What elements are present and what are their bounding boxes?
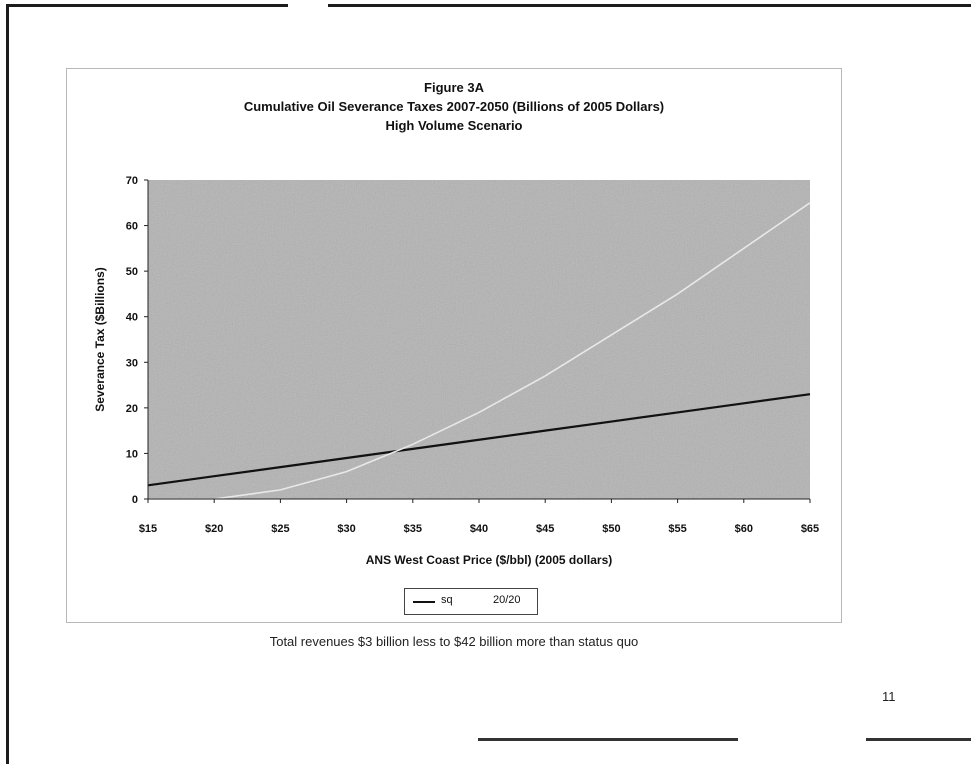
caption: Total revenues $3 billion less to $42 bi… xyxy=(269,634,639,649)
y-tick-label: 40 xyxy=(126,312,138,324)
bottom-rule xyxy=(478,738,738,741)
x-axis-label: ANS West Coast Price ($/bbl) (2005 dolla… xyxy=(366,553,613,567)
y-axis-label: Severance Tax ($Billions) xyxy=(93,267,107,412)
y-tick-label: 10 xyxy=(126,448,138,460)
y-tick-label: 50 xyxy=(126,266,138,278)
slide-frame xyxy=(6,4,971,764)
series-line-sq xyxy=(147,393,811,487)
legend: sq 20/20 xyxy=(404,588,538,615)
x-tick-label: $50 xyxy=(602,523,620,535)
chart-subtitle: Cumulative Oil Severance Taxes 2007-2050… xyxy=(243,99,665,114)
x-tick-label: $25 xyxy=(271,523,289,535)
chart-title: Figure 3A xyxy=(424,80,484,95)
x-tick-label: $55 xyxy=(668,523,686,535)
y-tick-label: 20 xyxy=(126,403,138,415)
x-tick-label: $35 xyxy=(404,523,422,535)
y-tick-label: 70 xyxy=(126,175,138,187)
chart-svg: 0 10 20 30 40 50 60 70 $15 $20 $25 $30 $35 $40 $45 $50 $… xyxy=(93,175,819,567)
x-tick-label: $65 xyxy=(801,523,819,535)
x-tick-label: $20 xyxy=(205,523,223,535)
y-tick-label: 60 xyxy=(126,221,138,233)
frame-gap xyxy=(288,0,328,9)
chart-subtitle-2: High Volume Scenario xyxy=(385,118,523,133)
legend-swatch-sq xyxy=(413,601,435,603)
y-tick-label: 0 xyxy=(132,494,138,506)
x-tick-label: $40 xyxy=(470,523,488,535)
legend-label-sq: sq xyxy=(441,594,453,606)
x-tick-label: $60 xyxy=(735,523,753,535)
x-tick-label: $15 xyxy=(139,523,157,535)
plot-texture xyxy=(148,180,810,499)
page-number: 11 xyxy=(882,689,896,704)
x-tick-label: $45 xyxy=(536,523,554,535)
y-tick-label: 30 xyxy=(126,357,138,369)
series-line-2020 xyxy=(148,202,811,500)
bottom-rule-right xyxy=(866,738,971,741)
legend-label-2020: 20/20 xyxy=(493,594,521,606)
x-tick-label: $30 xyxy=(337,523,355,535)
